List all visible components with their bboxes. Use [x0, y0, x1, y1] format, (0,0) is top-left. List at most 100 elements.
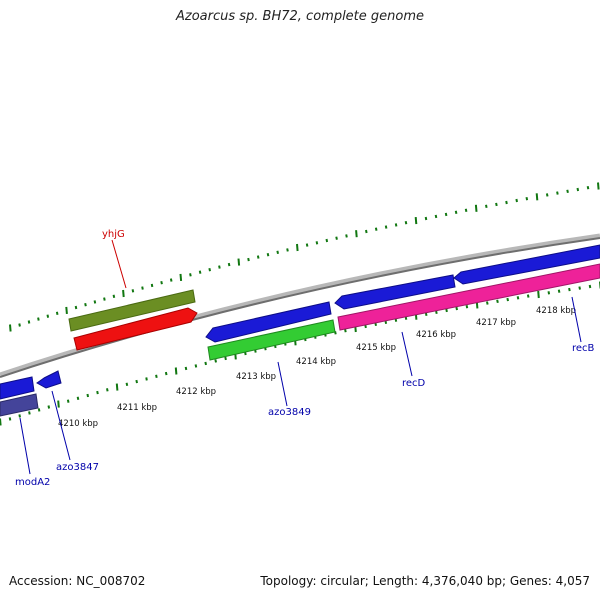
minor-tick [286, 248, 289, 252]
minor-tick [93, 300, 97, 304]
page-title: Azoarcus sp. BH72, complete genome [175, 9, 425, 24]
outer-tick-row [9, 182, 600, 332]
minor-tick [84, 303, 87, 307]
minor-tick [18, 414, 21, 418]
major-tick [414, 217, 418, 225]
minor-tick [325, 238, 329, 243]
gene-azo3849-green[interactable] [207, 319, 336, 361]
minor-tick [214, 359, 217, 363]
minor-tick [434, 214, 438, 219]
minor-tick [335, 236, 338, 240]
major-tick [535, 193, 539, 201]
minor-tick [18, 323, 21, 327]
minor-tick [189, 273, 192, 277]
minor-tick [305, 243, 309, 247]
minor-tick [47, 405, 51, 409]
label-leaders [19, 239, 582, 475]
scale-label: 4218 kbp [536, 306, 576, 316]
minor-tick [404, 221, 408, 225]
minor-tick [204, 361, 207, 366]
minor-tick [227, 262, 231, 267]
minor-tick [505, 200, 508, 205]
minor-tick [106, 388, 109, 392]
gene-label-yhjG[interactable]: yhjG [102, 229, 125, 240]
minor-tick [131, 289, 135, 293]
gene-label-modA2[interactable]: modA2 [15, 477, 50, 488]
minor-tick [455, 306, 458, 311]
minor-tick [276, 250, 279, 254]
minor-tick [86, 393, 89, 398]
minor-tick [556, 191, 559, 195]
gene-label-recB[interactable]: recB [572, 343, 595, 354]
leader-recB [571, 296, 582, 343]
scale-label: 4210 kbp [58, 419, 98, 429]
minor-tick [496, 299, 499, 303]
minor-tick [345, 234, 348, 238]
scale-label: 4212 kbp [176, 387, 216, 397]
minor-tick [66, 399, 70, 403]
minor-tick [208, 268, 211, 272]
minor-tick [495, 202, 498, 207]
minor-tick [103, 297, 106, 301]
scale-label: 4215 kbp [356, 343, 396, 353]
gene-recB-blue[interactable] [453, 244, 600, 285]
minor-tick [384, 225, 388, 229]
minor-tick [125, 382, 129, 386]
minor-tick [266, 253, 270, 257]
major-tick [179, 273, 183, 281]
minor-tick [28, 411, 31, 415]
minor-tick [365, 229, 368, 234]
gene-azo3849-blue[interactable] [205, 301, 332, 343]
gene-modA2-blue[interactable] [0, 376, 35, 400]
minor-tick [588, 284, 592, 289]
minor-tick [150, 283, 154, 288]
minor-tick [344, 329, 347, 333]
minor-tick [27, 320, 31, 324]
gene-yhjG-olive[interactable] [68, 289, 196, 332]
gene-label-azo3849[interactable]: azo3849 [268, 407, 311, 418]
gene-azo3847[interactable] [36, 370, 62, 389]
minor-tick [135, 379, 138, 384]
scale-labels: 4210 kbp 4211 kbp 4212 kbp 4213 kbp 4214… [58, 306, 576, 429]
major-tick [0, 418, 2, 426]
major-tick [537, 290, 540, 299]
minor-tick [155, 374, 158, 378]
gene-yhjG-red[interactable] [73, 307, 198, 351]
major-tick [174, 367, 178, 375]
minor-tick [8, 417, 12, 421]
minor-tick [112, 294, 116, 298]
gene-pink[interactable] [337, 263, 600, 331]
gene-label-azo3847[interactable]: azo3847 [56, 462, 99, 473]
gene-modA2-navy[interactable] [0, 393, 39, 417]
minor-tick [568, 287, 571, 292]
minor-tick [374, 227, 378, 231]
minor-tick [424, 216, 428, 221]
inner-tick-row [0, 281, 600, 426]
gene-labels: yhjG modA2 azo3847 azo3849 recD recB [15, 229, 595, 488]
genome-backbone [0, 233, 600, 378]
minor-tick [37, 317, 40, 321]
minor-tick [74, 305, 78, 310]
minor-tick [454, 210, 458, 214]
minor-tick [557, 289, 561, 293]
minor-tick [76, 396, 80, 400]
gene-label-recD[interactable]: recD [402, 378, 426, 389]
minor-tick [164, 371, 168, 376]
minor-tick [445, 308, 448, 313]
minor-tick [218, 265, 221, 269]
scale-label: 4214 kbp [296, 357, 336, 367]
footer-stats: Topology: circular; Length: 4,376,040 bp… [260, 574, 590, 588]
minor-tick [486, 301, 489, 305]
major-tick [65, 306, 68, 314]
gene-recD-blue[interactable] [334, 274, 456, 310]
minor-tick [184, 366, 188, 371]
minor-tick [526, 294, 530, 298]
minor-tick [315, 241, 319, 245]
minor-tick [465, 305, 469, 309]
scale-label: 4216 kbp [416, 330, 456, 340]
major-tick [115, 383, 119, 391]
minor-tick [55, 311, 59, 315]
leader-modA2 [19, 417, 31, 475]
minor-tick [194, 364, 198, 368]
